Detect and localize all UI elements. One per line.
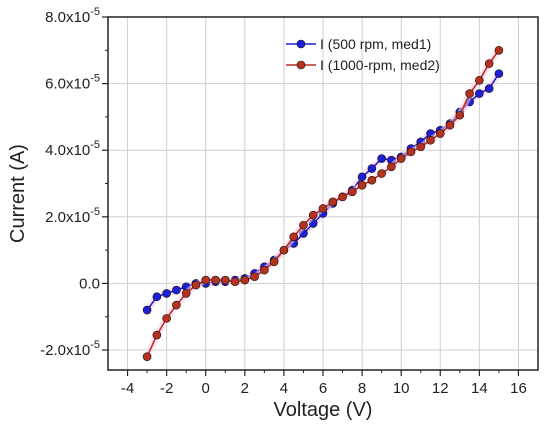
data-point [377, 169, 386, 178]
data-point [260, 265, 269, 275]
legend-marker [296, 60, 306, 70]
y-tick-label: -2.0x10-5 [40, 339, 100, 359]
y-tick-label: 0.0 [79, 275, 100, 292]
data-point [435, 129, 445, 138]
x-tick-label: 8 [358, 380, 366, 397]
data-point [162, 289, 171, 298]
data-point [152, 292, 162, 302]
y-tick-label: 4.0x10-5 [45, 139, 100, 159]
legend-item: I (500 rpm, med1) [286, 36, 431, 52]
data-point [152, 330, 162, 340]
data-point [396, 154, 406, 163]
data-point [367, 175, 377, 185]
y-axis-title: Current (A) [7, 144, 29, 243]
data-point [475, 75, 484, 85]
data-point [181, 289, 191, 298]
data-point [162, 314, 171, 323]
legend-marker [296, 39, 306, 49]
legend: I (500 rpm, med1) I (1000-rpm, med2) [286, 36, 440, 73]
data-point [142, 305, 152, 315]
data-point [377, 154, 386, 163]
data-point [299, 220, 308, 230]
data-point [338, 192, 347, 202]
series-2 [142, 46, 504, 361]
data-point [318, 204, 328, 213]
x-axis-title: Voltage (V) [274, 399, 373, 421]
data-point [172, 300, 181, 310]
data-point [494, 46, 504, 55]
y-tick-label: 2.0x10-5 [45, 206, 100, 226]
data-point [484, 84, 494, 93]
x-tick-label: 16 [510, 380, 527, 397]
legend-label: I (500 rpm, med1) [320, 36, 431, 52]
y-tick-label: 6.0x10-5 [45, 73, 100, 93]
x-tick-label: -4 [121, 380, 134, 397]
data-point [445, 120, 455, 130]
data-point [240, 275, 250, 285]
x-tick-label: 12 [432, 380, 449, 397]
data-point [357, 172, 367, 182]
data-point [406, 147, 416, 157]
data-point [201, 275, 211, 285]
x-tick-label: 0 [202, 380, 210, 397]
x-tick-label: 4 [280, 380, 288, 397]
data-point [348, 187, 357, 197]
data-point [484, 59, 494, 68]
data-point [426, 135, 435, 145]
data-point [142, 352, 152, 361]
x-tick-label: 6 [319, 380, 327, 397]
data-point [357, 180, 367, 190]
data-point [328, 197, 338, 207]
data-point [475, 89, 484, 98]
series [142, 46, 504, 361]
data-point [494, 69, 504, 78]
x-tick-label: -2 [160, 380, 173, 397]
data-point [387, 162, 396, 172]
data-point [289, 232, 298, 242]
data-point [191, 280, 201, 290]
legend-item: I (1000-rpm, med2) [286, 57, 440, 73]
data-point [416, 142, 426, 152]
data-point [455, 110, 465, 120]
data-point [367, 164, 377, 173]
x-tick-label: 14 [471, 380, 488, 397]
x-tick-label: 2 [241, 380, 249, 397]
data-point [279, 245, 289, 255]
data-point [308, 210, 318, 220]
x-tick-label: 10 [393, 380, 410, 397]
legend-label: I (1000-rpm, med2) [320, 57, 440, 73]
data-point [211, 275, 220, 285]
data-point [220, 275, 230, 285]
data-point [465, 89, 474, 98]
axis-ticks: -4 -2 0 2 4 6 8 10 12 14 16 -2.0x10-5 0.0 2.0x10-5 4.0… [40, 6, 527, 397]
y-tick-label: 8.0x10-5 [45, 6, 100, 26]
data-point [172, 285, 181, 295]
data-point [250, 272, 259, 282]
data-point [230, 277, 240, 287]
data-point [269, 257, 279, 267]
